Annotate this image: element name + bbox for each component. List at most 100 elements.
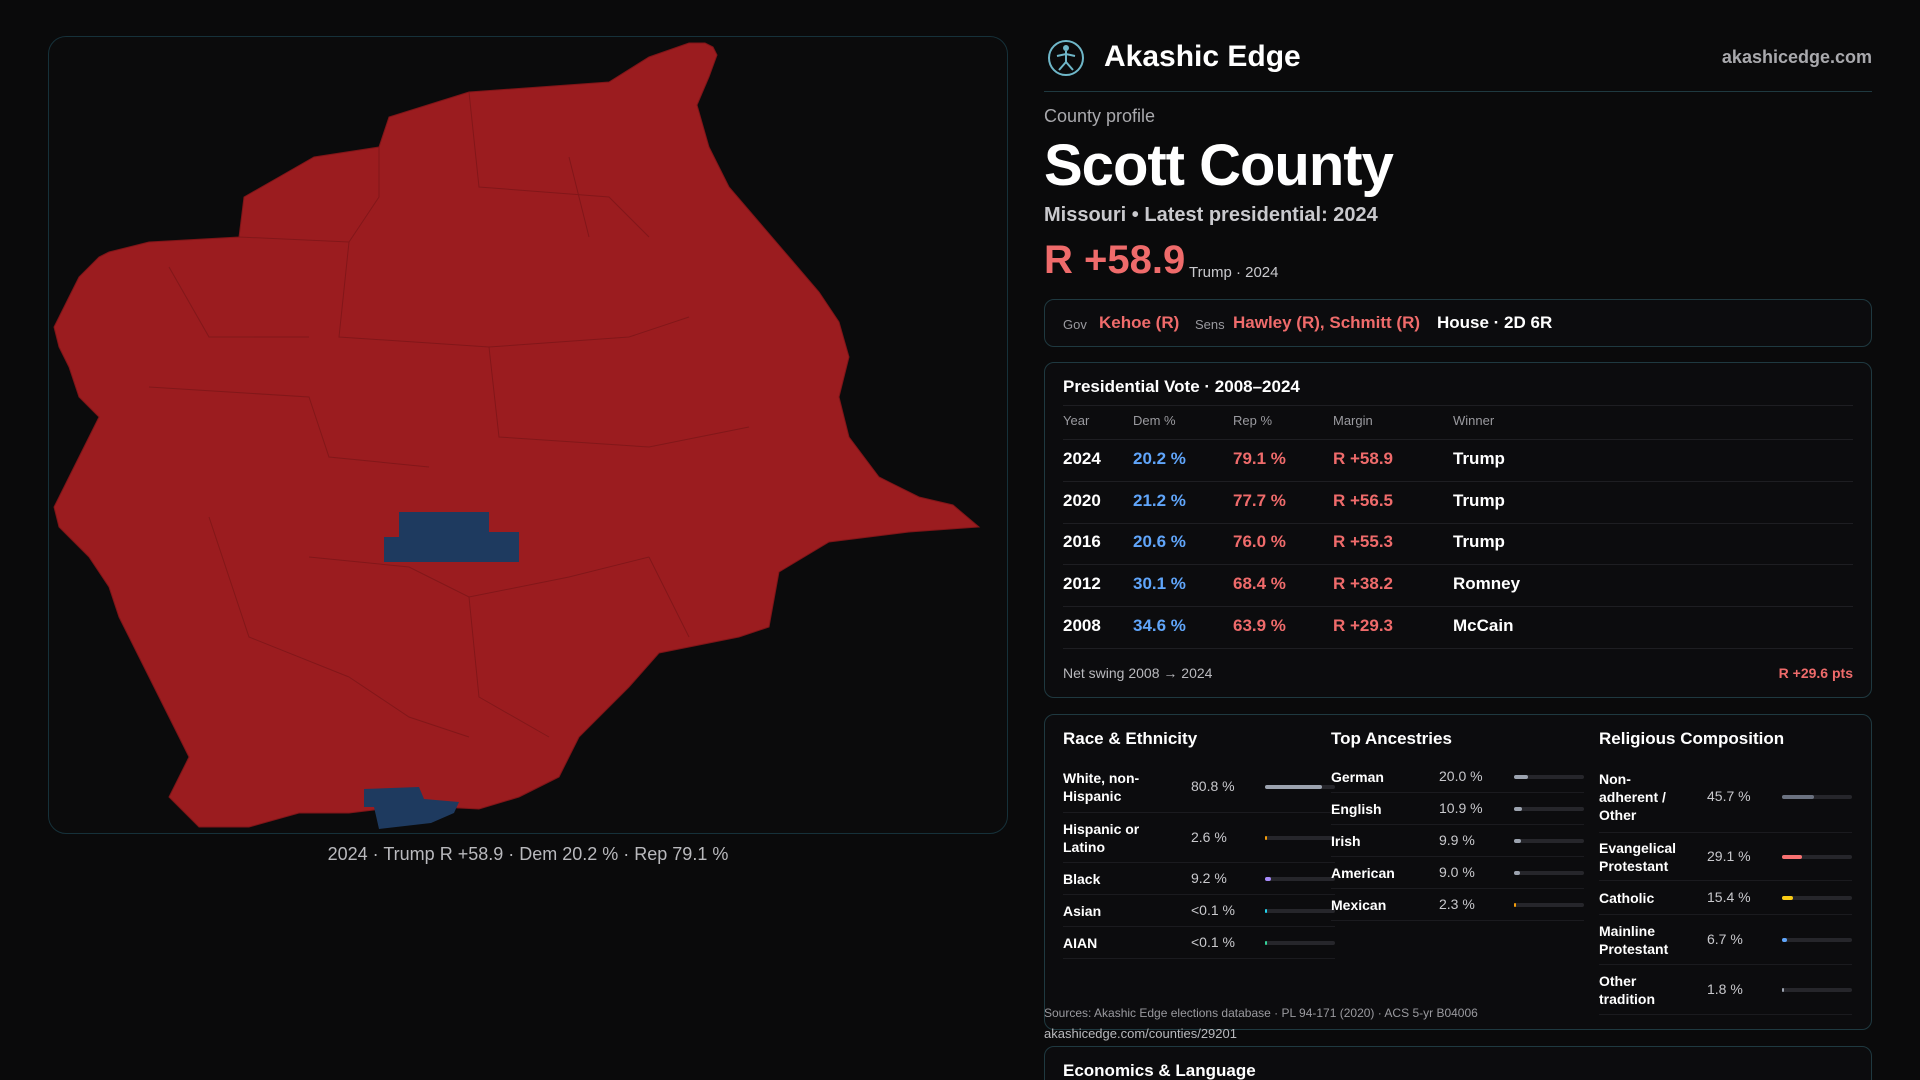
stat-bar-fill — [1782, 855, 1803, 859]
stat-percent: 1.8 % — [1707, 981, 1743, 997]
stat-bar — [1514, 903, 1584, 907]
stat-bar-fill — [1265, 941, 1267, 945]
stat-name: Mexican — [1331, 897, 1387, 913]
table-cell-dem: 20.6 % — [1133, 532, 1186, 551]
precinct-region-dem[interactable] — [364, 787, 459, 829]
stat-bar — [1265, 909, 1335, 913]
stat-bar — [1514, 775, 1584, 779]
stat-name: Hispanic or Latino — [1063, 821, 1140, 855]
sources-note: Sources: Akashic Edge elections database… — [1044, 1006, 1478, 1020]
stat-bar — [1782, 938, 1852, 942]
stat-row: English 10.9 % — [1331, 793, 1584, 825]
table-cell-year: 2016 — [1063, 532, 1101, 551]
precinct-region-rep[interactable] — [53, 42, 981, 828]
latest-margin: R +58.9 — [1044, 238, 1186, 282]
stat-percent: 6.7 % — [1707, 931, 1743, 947]
sens-value: Hawley (R), Schmitt (R) — [1233, 313, 1421, 332]
stat-row: American 9.0 % — [1331, 857, 1584, 889]
stat-row: AIAN <0.1 % — [1063, 927, 1335, 959]
table-cell-dem: 30.1 % — [1133, 574, 1186, 593]
stat-percent: 2.6 % — [1191, 829, 1227, 845]
stat-bar-fill — [1265, 877, 1272, 881]
house-value: House · 2D 6R — [1437, 313, 1553, 332]
table-cell-winner: Romney — [1453, 574, 1521, 593]
site-header: Akashic Edge akashicedge.com — [1044, 36, 1872, 92]
table-cell-dem: 21.2 % — [1133, 491, 1186, 510]
sources-url[interactable]: akashicedge.com/counties/29201 — [1044, 1026, 1237, 1041]
precinct-map-svg[interactable] — [49, 37, 1008, 834]
stat-name: Other tradition — [1599, 973, 1655, 1007]
stat-bar-fill — [1514, 903, 1516, 907]
stat-percent: 9.0 % — [1439, 864, 1475, 880]
stat-bar-fill — [1265, 836, 1267, 840]
stat-bar-fill — [1265, 785, 1322, 789]
officials-card: Gov Kehoe (R) Sens Hawley (R), Schmitt (… — [1044, 299, 1872, 347]
sens-label: Sens — [1195, 317, 1225, 332]
table-cell-margin: R +38.2 — [1333, 574, 1394, 593]
col-header-dem: Dem % — [1133, 413, 1176, 428]
network-figure-icon[interactable] — [1046, 38, 1086, 78]
stat-row: Mainline Protestant 6.7 % — [1599, 915, 1852, 965]
county-title: Scott County — [1044, 133, 1394, 198]
table-cell-dem: 34.6 % — [1133, 616, 1186, 635]
religion-title: Religious Composition — [1599, 729, 1785, 748]
profile-kicker: County profile — [1044, 106, 1156, 126]
net-swing-label: Net swing 2008 → 2024 — [1063, 665, 1213, 681]
table-cell-rep: 68.4 % — [1233, 574, 1286, 593]
site-link[interactable]: akashicedge.com — [1721, 47, 1872, 67]
county-profile-panel: Akashic Edge akashicedge.com County prof… — [1044, 0, 1872, 1080]
stat-row: Other tradition 1.8 % — [1599, 965, 1852, 1015]
stat-percent: 10.9 % — [1439, 800, 1483, 816]
stat-percent: <0.1 % — [1191, 902, 1235, 918]
stat-name: Asian — [1063, 903, 1102, 919]
stat-row: Hispanic or Latino 2.6 % — [1063, 813, 1335, 863]
stat-row: Black 9.2 % — [1063, 863, 1335, 895]
stat-percent: 45.7 % — [1707, 788, 1751, 804]
table-cell-rep: 63.9 % — [1233, 616, 1286, 635]
table-cell-dem: 20.2 % — [1133, 449, 1186, 468]
net-swing-value: R +29.6 pts — [1778, 665, 1853, 681]
table-cell-year: 2020 — [1063, 491, 1101, 510]
col-header-rep: Rep % — [1233, 413, 1273, 428]
brand-name[interactable]: Akashic Edge — [1104, 40, 1301, 73]
stat-bar — [1514, 839, 1584, 843]
stat-row: Asian <0.1 % — [1063, 895, 1335, 927]
stat-bar — [1514, 807, 1584, 811]
stat-bar-fill — [1782, 795, 1814, 799]
stat-row: Catholic 15.4 % — [1599, 881, 1852, 915]
table-cell-rep: 79.1 % — [1233, 449, 1286, 468]
table-cell-margin: R +55.3 — [1333, 532, 1394, 551]
table-cell-winner: Trump — [1453, 532, 1505, 551]
ancestry-title: Top Ancestries — [1331, 729, 1452, 748]
stat-bar — [1782, 988, 1852, 992]
table-cell-margin: R +29.3 — [1333, 616, 1394, 635]
stat-percent: 9.2 % — [1191, 870, 1227, 886]
stat-bar — [1782, 896, 1852, 900]
table-cell-year: 2024 — [1063, 449, 1101, 468]
presidential-title: Presidential Vote · 2008–2024 — [1063, 377, 1300, 396]
stat-name: American — [1331, 865, 1395, 881]
col-header-margin: Margin — [1333, 413, 1373, 428]
county-map[interactable] — [48, 36, 1008, 834]
precinct-region-dem[interactable] — [384, 512, 519, 562]
stat-bar — [1265, 785, 1335, 789]
stat-percent: 15.4 % — [1707, 889, 1751, 905]
stat-percent: 9.9 % — [1439, 832, 1475, 848]
table-cell-winner: McCain — [1453, 616, 1514, 635]
stat-name: Non-adherent / Other — [1599, 771, 1666, 823]
stat-name: Catholic — [1599, 890, 1655, 906]
table-cell-year: 2012 — [1063, 574, 1101, 593]
stat-percent: 2.3 % — [1439, 896, 1475, 912]
stat-name: Evangelical Protestant — [1599, 840, 1677, 874]
table-cell-year: 2008 — [1063, 616, 1101, 635]
stat-name: Black — [1063, 871, 1101, 887]
stat-row: Mexican 2.3 % — [1331, 889, 1584, 921]
stat-bar-fill — [1782, 988, 1784, 992]
table-cell-rep: 76.0 % — [1233, 532, 1286, 551]
demographics-card: Race & Ethnicity Top Ancestries Religiou… — [1044, 714, 1872, 1030]
stat-bar-fill — [1514, 871, 1521, 875]
stat-name: AIAN — [1063, 935, 1098, 951]
stat-bar — [1265, 836, 1335, 840]
stat-bar — [1514, 871, 1584, 875]
table-cell-margin: R +56.5 — [1333, 491, 1394, 510]
